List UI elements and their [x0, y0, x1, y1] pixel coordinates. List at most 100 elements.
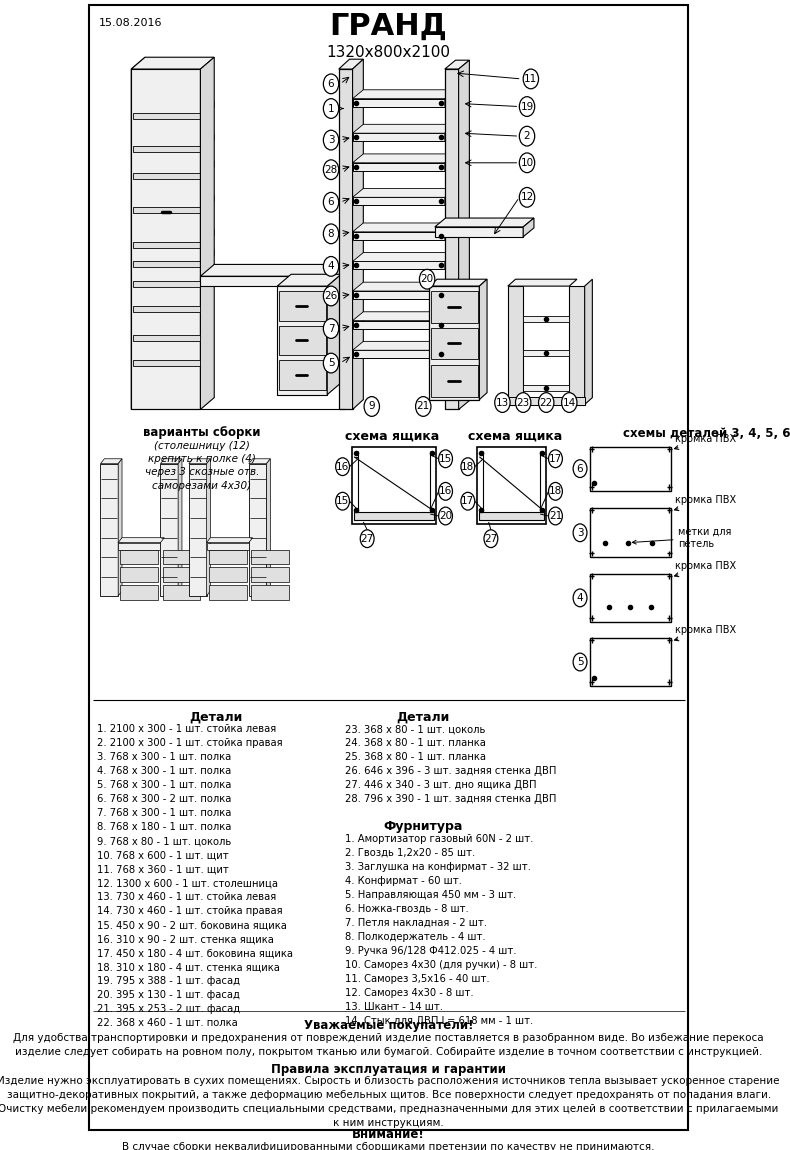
Text: 20. 395 х 130 - 1 шт. фасад: 20. 395 х 130 - 1 шт. фасад [96, 990, 239, 1000]
Circle shape [548, 507, 562, 524]
Bar [133, 146, 201, 152]
Polygon shape [201, 264, 341, 276]
Circle shape [323, 256, 339, 276]
Polygon shape [445, 124, 456, 141]
Polygon shape [352, 342, 456, 351]
Text: 13. 730 х 460 - 1 шт. стойка левая: 13. 730 х 460 - 1 шт. стойка левая [96, 892, 276, 903]
Bar [277, 286, 327, 394]
Text: 5. Направляющая 450 мм - 3 шт.: 5. Направляющая 450 мм - 3 шт. [345, 890, 516, 900]
Text: 5. 768 х 300 - 1 шт. полка: 5. 768 х 300 - 1 шт. полка [96, 780, 231, 790]
Bar [508, 397, 585, 405]
Bar [352, 198, 445, 205]
Text: 28: 28 [325, 164, 337, 175]
Polygon shape [277, 275, 341, 286]
Text: 6: 6 [328, 198, 334, 207]
Text: 21. 395 х 253 - 2 шт. фасад: 21. 395 х 253 - 2 шт. фасад [96, 1004, 240, 1014]
Polygon shape [352, 154, 456, 163]
Text: 23. 368 х 80 - 1 шт. цоколь: 23. 368 х 80 - 1 шт. цоколь [345, 724, 485, 734]
Text: 27: 27 [484, 534, 498, 544]
Bar [431, 291, 478, 323]
Bar [352, 232, 445, 239]
Text: 14. 730 х 460 - 1 шт. стойка правая: 14. 730 х 460 - 1 шт. стойка правая [96, 906, 282, 917]
Text: Правила эксплуатация и гарантии: Правила эксплуатация и гарантии [271, 1063, 506, 1075]
Bar [279, 325, 325, 355]
Text: 11. 768 х 360 - 1 шт. щит: 11. 768 х 360 - 1 шт. щит [96, 865, 228, 874]
Polygon shape [523, 218, 534, 237]
Text: 28. 796 х 390 - 1 шт. задняя стенка ДВП: 28. 796 х 390 - 1 шт. задняя стенка ДВП [345, 795, 556, 804]
Text: 6: 6 [577, 463, 583, 474]
Text: 19. 795 х 388 - 1 шт. фасад: 19. 795 х 388 - 1 шт. фасад [96, 976, 239, 987]
Circle shape [438, 450, 453, 468]
Text: 1. 2100 х 300 - 1 шт. стойка левая: 1. 2100 х 300 - 1 шт. стойка левая [96, 724, 276, 734]
Polygon shape [249, 459, 270, 463]
Text: 18: 18 [461, 461, 475, 472]
Text: 9: 9 [368, 401, 375, 412]
Text: кромка ПВХ: кромка ПВХ [675, 434, 735, 450]
Bar [523, 316, 570, 322]
Text: 8. 768 х 180 - 1 шт. полка: 8. 768 х 180 - 1 шт. полка [96, 822, 231, 833]
Circle shape [438, 483, 453, 500]
Text: Детали: Детали [397, 711, 450, 723]
Text: 5: 5 [328, 358, 334, 368]
Text: 19: 19 [521, 101, 533, 112]
Circle shape [519, 153, 535, 172]
Circle shape [519, 187, 535, 207]
Text: 6. Ножка-гвоздь - 8 шт.: 6. Ножка-гвоздь - 8 шт. [345, 904, 468, 914]
Polygon shape [201, 101, 214, 120]
Bar [131, 69, 201, 409]
Text: 6. 768 х 300 - 2 шт. полка: 6. 768 х 300 - 2 шт. полка [96, 795, 231, 804]
Circle shape [323, 192, 339, 212]
Polygon shape [352, 124, 456, 133]
Circle shape [336, 492, 349, 511]
Text: Уважаемые покупатели!: Уважаемые покупатели! [304, 1019, 473, 1033]
Polygon shape [118, 538, 164, 543]
Bar [121, 585, 158, 600]
Polygon shape [327, 275, 341, 394]
Text: 2. 2100 х 300 - 1 шт. стойка правая: 2. 2100 х 300 - 1 шт. стойка правая [96, 738, 282, 749]
Text: 3: 3 [328, 135, 334, 145]
Polygon shape [445, 282, 456, 299]
Text: 18: 18 [549, 486, 562, 497]
Text: 5: 5 [577, 657, 583, 667]
Polygon shape [327, 264, 341, 286]
Text: ГРАНД: ГРАНД [329, 12, 448, 41]
Text: 1. Амортизатор газовый 60N - 2 шт.: 1. Амортизатор газовый 60N - 2 шт. [345, 834, 533, 844]
Polygon shape [201, 230, 214, 247]
Text: 17. 450 х 180 - 4 шт. боковина ящика: 17. 450 х 180 - 4 шт. боковина ящика [96, 949, 292, 958]
Text: 9. 768 х 80 - 1 шт. цоколь: 9. 768 х 80 - 1 шт. цоколь [96, 836, 231, 846]
Circle shape [562, 392, 577, 413]
Text: варианты сборки: варианты сборки [143, 427, 261, 439]
Text: 20: 20 [420, 274, 434, 284]
Bar [133, 360, 201, 366]
Bar [431, 328, 478, 359]
Polygon shape [352, 282, 456, 291]
Polygon shape [445, 60, 469, 69]
Bar [590, 508, 671, 558]
Text: схема ящика: схема ящика [468, 429, 562, 443]
Text: Очистку мебели рекомендуем производить специальными средствами, предназначенными: Очистку мебели рекомендуем производить с… [0, 1104, 779, 1114]
Bar [251, 567, 289, 582]
Text: кромка ПВХ: кромка ПВХ [675, 626, 735, 641]
Bar [477, 447, 546, 524]
Bar [133, 242, 201, 247]
Text: Внимание!: Внимание! [352, 1128, 425, 1141]
Text: 6: 6 [328, 79, 334, 89]
Text: 17: 17 [461, 496, 475, 506]
Circle shape [323, 99, 339, 118]
Text: Изделие нужно эксплуатировать в сухих помещениях. Сырость и близость расположени: Изделие нужно эксплуатировать в сухих по… [0, 1076, 780, 1087]
Text: 15: 15 [439, 454, 452, 463]
Polygon shape [445, 253, 456, 269]
Circle shape [323, 224, 339, 244]
Circle shape [573, 524, 587, 542]
Bar [590, 574, 671, 621]
Text: 13. Шкант - 14 шт.: 13. Шкант - 14 шт. [345, 1002, 443, 1012]
Text: метки для
петель: метки для петель [632, 527, 732, 549]
Polygon shape [131, 58, 145, 409]
Text: 26. 646 х 396 - 3 шт. задняя стенка ДВП: 26. 646 х 396 - 3 шт. задняя стенка ДВП [345, 766, 556, 776]
Circle shape [523, 69, 539, 89]
Polygon shape [480, 279, 487, 399]
Text: 16: 16 [336, 461, 349, 472]
Circle shape [360, 530, 374, 547]
Bar [133, 261, 201, 267]
Circle shape [323, 74, 339, 94]
